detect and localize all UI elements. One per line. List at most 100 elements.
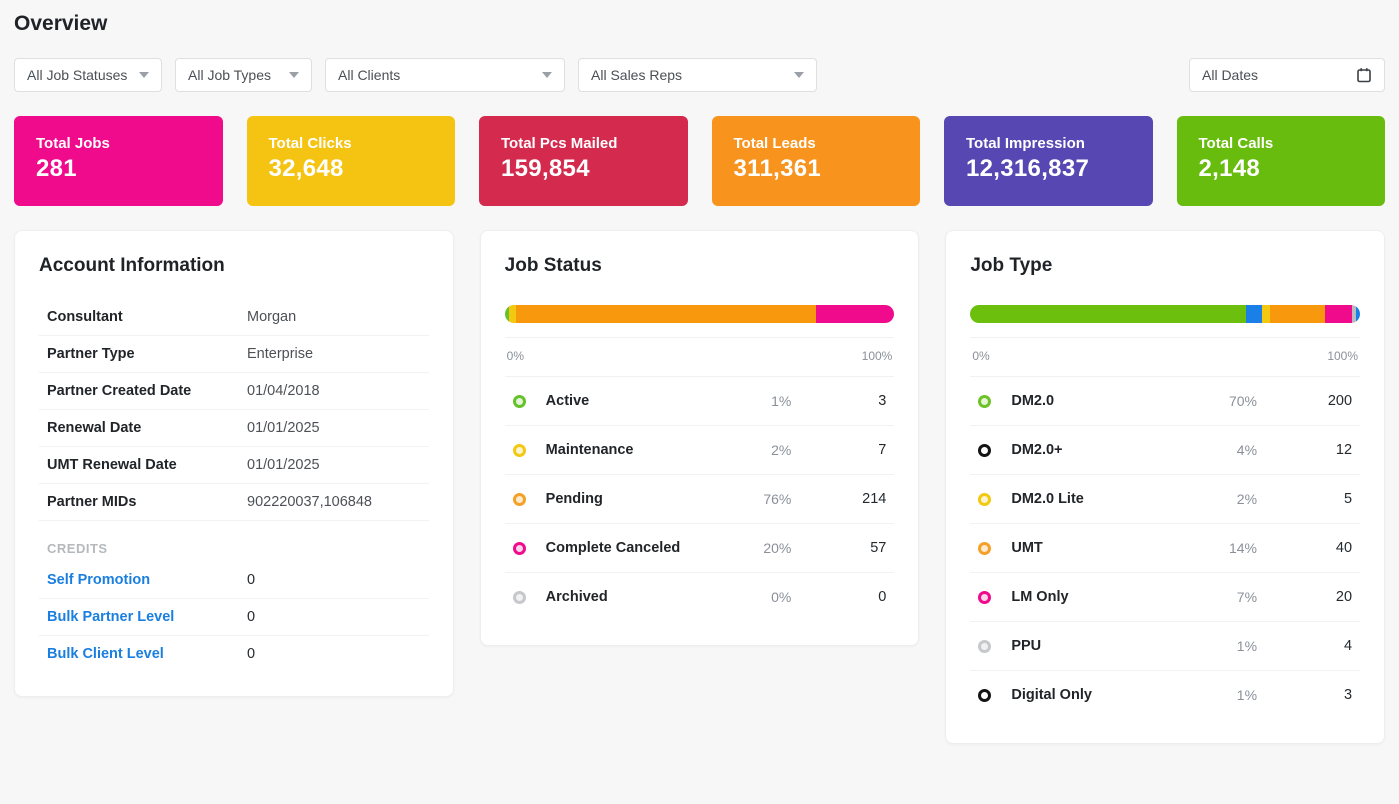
credits-section-title: CREDITS xyxy=(47,541,108,556)
legend-label: DM2.0+ xyxy=(1011,442,1063,458)
job-status-legend: Active 1% 3 Maintenance 2% 7 Pending 76%… xyxy=(504,376,895,621)
kpi-total-pcs-mailed: Total Pcs Mailed 159,854 xyxy=(479,116,688,206)
legend-label: LM Only xyxy=(1011,589,1069,605)
complete-canceled-ring-icon xyxy=(512,541,526,555)
credit-value: 0 xyxy=(247,572,256,588)
bar-segment-dm20lite xyxy=(1261,305,1270,323)
clients-filter[interactable]: All Clients xyxy=(325,58,565,92)
kpi-value: 281 xyxy=(36,155,77,182)
legend-percent: 20% xyxy=(763,540,792,556)
dm20lite-ring-icon xyxy=(978,492,992,506)
job-status-scale: 0% 100% xyxy=(504,337,895,376)
job-statuses-filter-value: All Job Statuses xyxy=(27,67,128,83)
account-information-card: Account Information Consultant Morgan Pa… xyxy=(14,230,454,697)
account-information-title: Account Information xyxy=(39,255,225,276)
legend-row-complete-canceled: Complete Canceled 20% 57 xyxy=(504,524,895,573)
clients-filter-value: All Clients xyxy=(338,67,401,83)
sales-reps-filter[interactable]: All Sales Reps xyxy=(578,58,817,92)
legend-label: Complete Canceled xyxy=(545,540,681,556)
legend-row-lm-only: LM Only 7% 20 xyxy=(970,573,1361,622)
legend-percent: 4% xyxy=(1236,442,1258,458)
kpi-label: Total Leads xyxy=(733,135,816,152)
legend-percent: 70% xyxy=(1228,393,1258,409)
job-status-card: Job Status 0% 100% Active 1% 3 xyxy=(479,230,920,646)
legend-label: PPU xyxy=(1011,638,1042,654)
info-label: Consultant xyxy=(47,309,123,325)
ppu-ring-icon xyxy=(978,639,992,653)
active-ring-icon xyxy=(512,394,526,408)
kpi-value: 2,148 xyxy=(1198,155,1261,182)
chevron-down-icon xyxy=(794,72,804,78)
legend-count: 200 xyxy=(1327,393,1353,409)
legend-percent: 7% xyxy=(1236,589,1258,605)
job-status-stacked-bar xyxy=(504,305,895,323)
bulk-client-level-link[interactable]: Bulk Client Level xyxy=(47,646,164,662)
kpi-label: Total Jobs xyxy=(36,135,110,152)
kpi-label: Total Clicks xyxy=(268,135,352,152)
legend-row-umt: UMT 14% 40 xyxy=(970,524,1361,573)
job-type-stacked-bar xyxy=(970,305,1361,323)
calendar-icon xyxy=(1356,67,1372,83)
job-type-scale: 0% 100% xyxy=(970,337,1361,376)
info-label: Partner Type xyxy=(47,346,135,362)
bar-segment-dm20 xyxy=(970,305,1246,323)
info-row-partner-created-date: Partner Created Date 01/04/2018 xyxy=(39,373,429,410)
legend-label: Maintenance xyxy=(545,442,634,458)
scale-min-label: 0% xyxy=(506,349,525,363)
legend-label: DM2.0 Lite xyxy=(1011,491,1084,507)
main-row: Account Information Consultant Morgan Pa… xyxy=(14,230,1386,744)
chevron-down-icon xyxy=(139,72,149,78)
dates-filter-value: All Dates xyxy=(1202,67,1259,83)
job-types-filter-value: All Job Types xyxy=(188,67,272,83)
job-type-legend: DM2.0 70% 200 DM2.0+ 4% 12 DM2.0 Lite 2%… xyxy=(970,376,1361,719)
chevron-down-icon xyxy=(542,72,552,78)
kpi-value: 311,361 xyxy=(733,155,822,182)
legend-count: 3 xyxy=(1343,687,1353,703)
overview-page: Overview All Job Statuses All Job Types … xyxy=(14,12,1386,744)
sales-reps-filter-value: All Sales Reps xyxy=(591,67,683,83)
info-value: 01/01/2025 xyxy=(247,420,320,436)
legend-row-dm20plus: DM2.0+ 4% 12 xyxy=(970,426,1361,475)
kpi-value: 12,316,837 xyxy=(966,155,1090,182)
job-type-title: Job Type xyxy=(970,255,1053,276)
bar-segment-lm-only xyxy=(1324,305,1353,323)
legend-row-dm20: DM2.0 70% 200 xyxy=(970,377,1361,426)
job-types-filter[interactable]: All Job Types xyxy=(175,58,312,92)
kpi-total-impression: Total Impression 12,316,837 xyxy=(944,116,1153,206)
info-row-umt-renewal-date: UMT Renewal Date 01/01/2025 xyxy=(39,447,429,484)
info-value: Morgan xyxy=(247,309,297,325)
kpi-value: 32,648 xyxy=(268,155,344,182)
info-row-partner-mids: Partner MIDs 902220037,106848 xyxy=(39,484,429,521)
scale-min-label: 0% xyxy=(972,349,990,363)
scale-max-label: 100% xyxy=(1327,349,1359,363)
legend-row-pending: Pending 76% 214 xyxy=(504,475,895,524)
bulk-partner-level-link[interactable]: Bulk Partner Level xyxy=(47,609,175,625)
legend-count: 20 xyxy=(1335,589,1353,605)
bar-segment-maintenance xyxy=(508,305,517,323)
bar-segment-ppu xyxy=(1352,305,1357,323)
legend-percent: 1% xyxy=(1236,638,1258,654)
info-row-consultant: Consultant Morgan xyxy=(39,299,429,336)
kpi-row: Total Jobs 281 Total Clicks 32,648 Total… xyxy=(14,116,1385,206)
credit-row-bulk-client-level: Bulk Client Level 0 xyxy=(39,636,429,672)
legend-count: 3 xyxy=(878,393,887,409)
kpi-total-clicks: Total Clicks 32,648 xyxy=(246,116,455,206)
info-value: 01/04/2018 xyxy=(247,383,320,399)
legend-count: 57 xyxy=(870,540,887,556)
legend-row-active: Active 1% 3 xyxy=(504,377,895,426)
dm20-ring-icon xyxy=(978,394,992,408)
digital-only-ring-icon xyxy=(978,688,992,702)
legend-count: 0 xyxy=(878,589,887,605)
self-promotion-link[interactable]: Self Promotion xyxy=(47,572,151,588)
job-status-title: Job Status xyxy=(504,255,602,276)
info-value: 01/01/2025 xyxy=(247,457,320,473)
archived-ring-icon xyxy=(512,590,526,604)
info-label: UMT Renewal Date xyxy=(47,457,177,473)
legend-row-dm20lite: DM2.0 Lite 2% 5 xyxy=(970,475,1361,524)
bar-segment-active xyxy=(504,305,509,323)
credit-value: 0 xyxy=(247,609,256,625)
job-statuses-filter[interactable]: All Job Statuses xyxy=(14,58,162,92)
dates-filter[interactable]: All Dates xyxy=(1189,58,1385,92)
kpi-label: Total Calls xyxy=(1198,135,1274,152)
chevron-down-icon xyxy=(289,72,299,78)
